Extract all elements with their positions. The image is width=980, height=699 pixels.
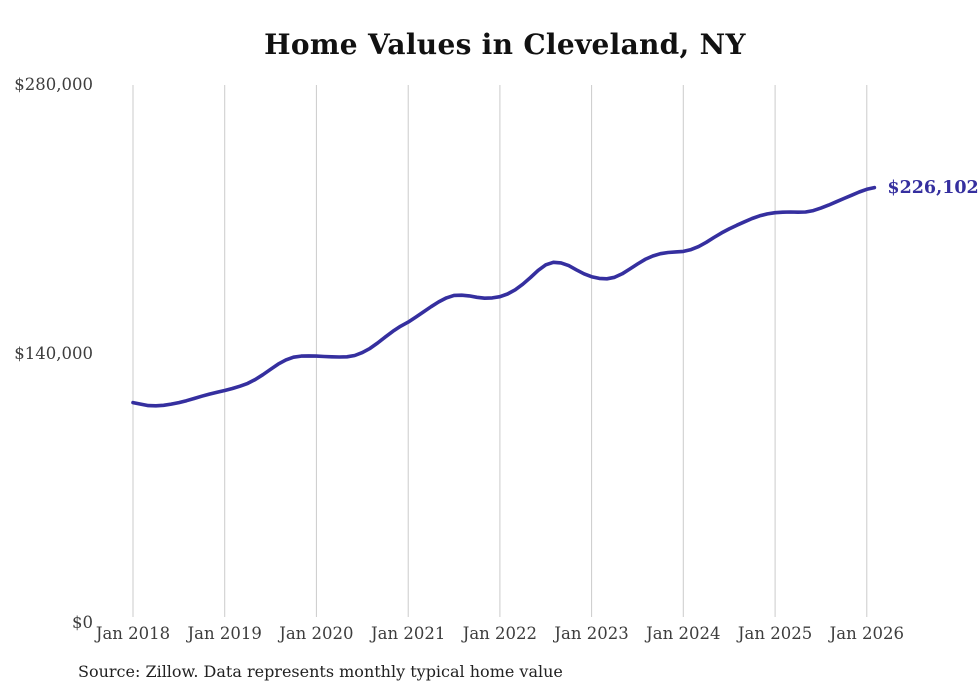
latest-value-label: $226,102 xyxy=(887,177,979,198)
y-axis-tick-label: $0 xyxy=(72,612,93,632)
x-axis-tick-label: Jan 2024 xyxy=(646,624,721,643)
x-axis-tick-label: Jan 2020 xyxy=(279,624,354,643)
x-axis-tick-label: Jan 2026 xyxy=(829,624,904,643)
x-axis-tick-label: Jan 2022 xyxy=(462,624,538,643)
x-axis-tick-label: Jan 2021 xyxy=(371,624,446,643)
home-value-line xyxy=(131,185,877,408)
y-axis-tick-label: $280,000 xyxy=(14,74,93,94)
x-axis-tick-label: Jan 2023 xyxy=(554,624,629,643)
x-axis-tick-label: Jan 2019 xyxy=(187,624,262,643)
source-note: Source: Zillow. Data represents monthly … xyxy=(78,662,563,681)
x-axis-tick-label: Jan 2018 xyxy=(95,624,171,643)
y-axis-tick-label: $140,000 xyxy=(14,343,93,363)
chart-title: Home Values in Cleveland, NY xyxy=(264,28,746,61)
x-axis-tick-label: Jan 2025 xyxy=(737,624,813,643)
